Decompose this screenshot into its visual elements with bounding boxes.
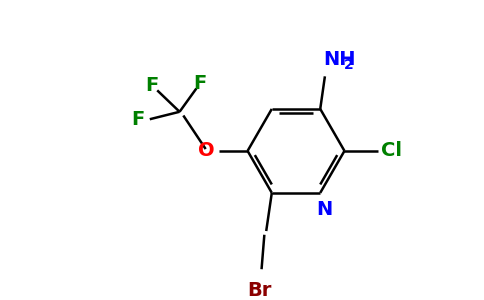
Text: NH: NH <box>323 50 356 69</box>
Text: F: F <box>131 110 144 129</box>
Text: N: N <box>316 200 332 219</box>
Text: 2: 2 <box>344 58 353 72</box>
Text: Cl: Cl <box>381 141 402 160</box>
Text: O: O <box>198 141 215 160</box>
Text: Br: Br <box>247 281 272 300</box>
Text: F: F <box>145 76 158 95</box>
Text: F: F <box>194 74 207 93</box>
